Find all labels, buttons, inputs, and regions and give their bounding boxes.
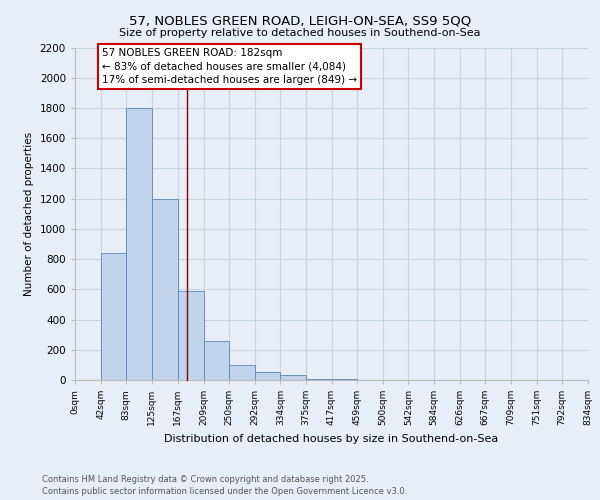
Bar: [305, 379, 331, 380]
Text: Size of property relative to detached houses in Southend-on-Sea: Size of property relative to detached ho…: [119, 28, 481, 38]
X-axis label: Distribution of detached houses by size in Southend-on-Sea: Distribution of detached houses by size …: [164, 434, 499, 444]
Text: 57 NOBLES GREEN ROAD: 182sqm
← 83% of detached houses are smaller (4,084)
17% of: 57 NOBLES GREEN ROAD: 182sqm ← 83% of de…: [102, 48, 357, 84]
Bar: [254, 372, 280, 380]
Bar: [280, 376, 305, 380]
Bar: [126, 108, 152, 380]
Bar: [331, 379, 358, 380]
Bar: [229, 365, 254, 380]
Bar: [203, 342, 229, 380]
Text: 57, NOBLES GREEN ROAD, LEIGH-ON-SEA, SS9 5QQ: 57, NOBLES GREEN ROAD, LEIGH-ON-SEA, SS9…: [129, 14, 471, 27]
Y-axis label: Number of detached properties: Number of detached properties: [24, 132, 34, 296]
Text: Contains HM Land Registry data © Crown copyright and database right 2025.: Contains HM Land Registry data © Crown c…: [42, 475, 368, 484]
Text: Contains public sector information licensed under the Open Government Licence v3: Contains public sector information licen…: [42, 487, 407, 496]
Bar: [101, 253, 126, 380]
Bar: [152, 198, 178, 380]
Bar: [178, 291, 203, 380]
